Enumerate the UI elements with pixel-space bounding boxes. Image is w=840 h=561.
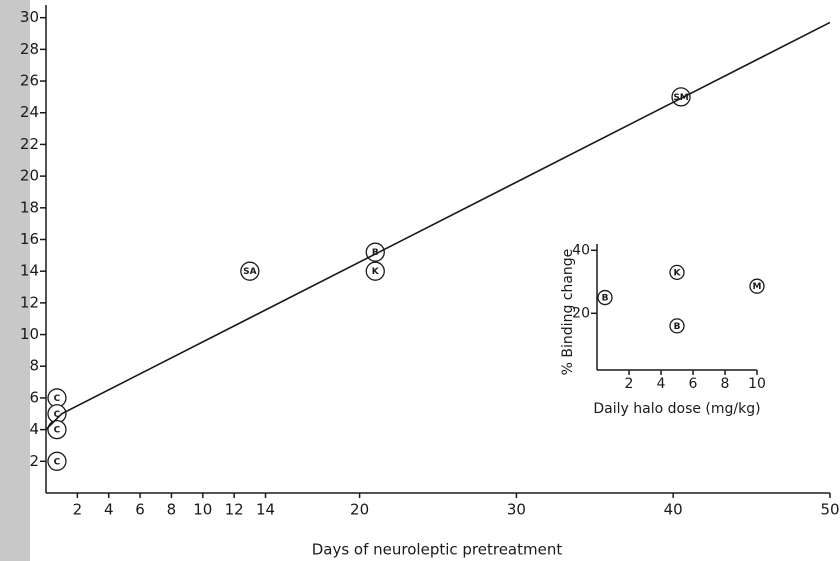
x-tick-label: 8 [167,501,177,519]
x-tick-label: 10 [748,376,766,392]
y-tick-label: 8 [29,357,39,375]
point-label: K [674,268,682,278]
y-tick-label: 22 [20,135,39,153]
point-label: C [54,426,61,436]
point-label: C [54,457,61,467]
x-tick-label: 2 [73,501,83,519]
data-point [597,289,613,306]
y-tick-label: 18 [20,198,39,216]
point-label: B [674,322,681,332]
x-tick-label: 10 [193,501,212,519]
y-tick-label: 14 [20,262,39,280]
y-tick-label: 10 [20,325,39,343]
x-tick-label: 6 [135,501,145,519]
data-point [365,261,385,281]
x-tick-label: 50 [820,501,839,519]
x-tick-label: 40 [664,501,683,519]
x-tick-label: 2 [625,376,634,392]
data-point [240,261,260,281]
point-label: M [753,282,762,292]
x-tick-label: 30 [507,501,526,519]
y-tick-label: 6 [29,388,39,406]
x-tick-label: 4 [104,501,114,519]
y-tick-label: 30 [20,8,39,26]
scan-edge [0,0,30,561]
x-tick-label: 8 [721,376,730,392]
data-point [669,264,685,281]
inset-x-axis-label: Daily halo dose (mg/kg) [593,401,760,417]
y-tick-label: 4 [29,420,39,438]
x-tick-label: 20 [350,501,369,519]
data-point [749,278,765,294]
y-tick-label: 28 [20,40,39,58]
y-tick-label: 40 [572,242,590,258]
x-axis-label: Days of neuroleptic pretreatment [312,541,563,559]
point-label: C [54,394,61,404]
y-tick-label: 2 [29,452,39,470]
y-tick-label: 12 [20,293,39,311]
y-tick-label: 20 [20,167,39,185]
fit-line [45,21,831,431]
y-tick-label: 24 [20,103,39,121]
y-tick-label: 16 [20,230,39,248]
data-point [47,419,67,440]
x-tick-label: 14 [256,501,275,519]
y-tick-label: 26 [20,72,39,90]
x-tick-label: 4 [657,376,666,392]
point-label: SA [243,267,256,277]
point-label: K [372,267,380,277]
data-point [669,318,685,334]
point-label: B [602,294,609,304]
x-tick-label: 6 [689,376,698,392]
data-point [47,451,67,471]
x-tick-label: 12 [225,501,244,519]
point-label: C [54,410,61,420]
inset-y-axis-label: % Binding change [560,249,576,376]
y-tick-label: 20 [572,305,590,321]
